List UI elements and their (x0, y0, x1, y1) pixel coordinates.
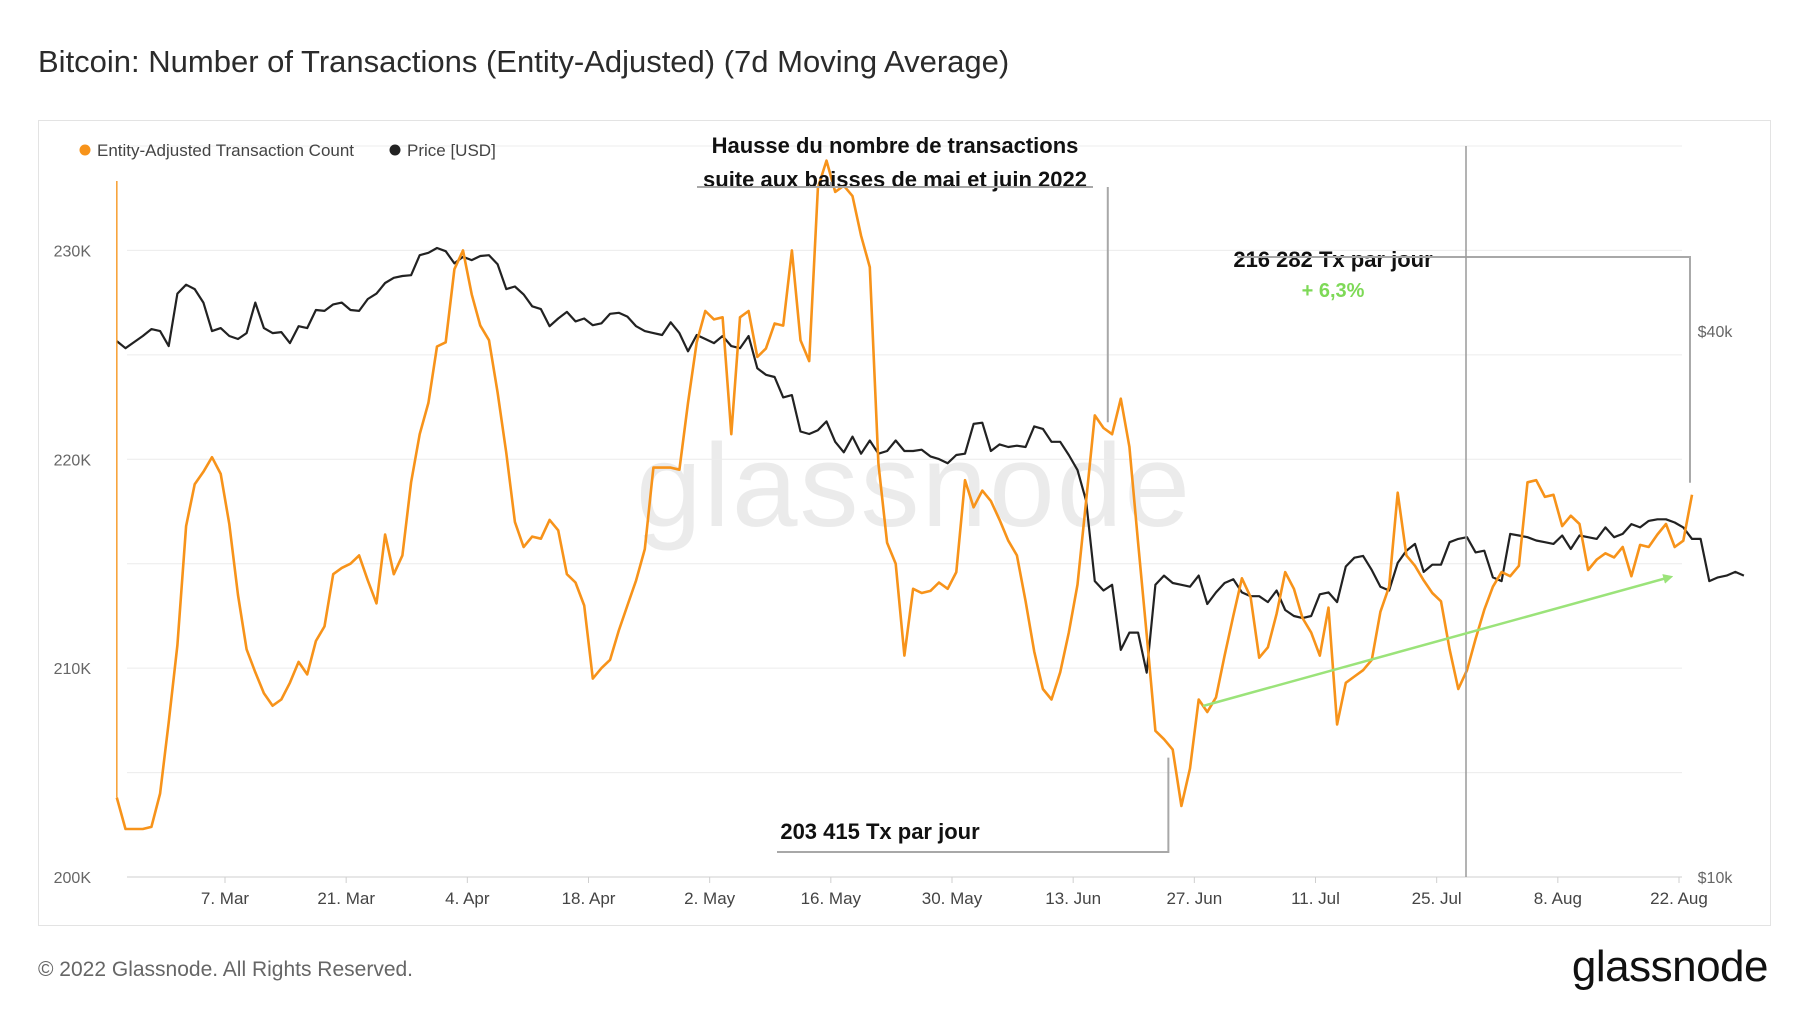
chart-panel: glassnode 200K 210K 220K 230K $10k $40k 7. Mar… (38, 120, 1771, 926)
chart-svg: glassnode 200K 210K 220K 230K $10k $40k 7. Mar… (54, 133, 1745, 908)
y-left-tick-label: 200K (54, 870, 92, 887)
price-series-line (116, 246, 1745, 674)
watermark-text: glassnode (636, 420, 1192, 552)
annotation-peak-text: suite aux baisses de mai et juin 2022 (703, 167, 1087, 192)
glassnode-logo[interactable]: glassnode (1571, 942, 1769, 991)
x-tick-label: 27. Jun (1166, 889, 1222, 908)
y-left-tick-label: 220K (54, 452, 92, 469)
legend-marker (79, 144, 91, 156)
annotation-low-leader (777, 757, 1170, 853)
trend-arrow (1202, 574, 1674, 708)
y-right-tick-label: $40k (1698, 324, 1734, 341)
x-tick-label: 21. Mar (317, 889, 375, 908)
x-tick-label: 7. Mar (201, 889, 250, 908)
y-left-tick-label: 210K (54, 661, 92, 678)
x-tick-label: 25. Jul (1412, 889, 1462, 908)
annotation-low-text: 203 415 Tx par jour (780, 819, 980, 844)
x-tick-label: 8. Aug (1534, 889, 1582, 908)
x-tick-label: 16. May (801, 889, 862, 908)
legend-label: Price [USD] (407, 141, 496, 160)
y-right-tick-label: $10k (1698, 870, 1734, 887)
chart-title: Bitcoin: Number of Transactions (Entity-… (38, 44, 1010, 79)
x-tick-label: 13. Jun (1045, 889, 1101, 908)
x-tick-label: 30. May (922, 889, 983, 908)
annotation-peak-text: Hausse du nombre de transactions (712, 133, 1079, 158)
x-tick-label: 2. May (684, 889, 736, 908)
tx-count-series-line (115, 159, 1694, 831)
x-tick-label: 11. Jul (1291, 889, 1340, 908)
annotation-latest-text: 216 282 Tx par jour (1233, 247, 1433, 272)
y-left-tick-label: 230K (54, 243, 92, 260)
annotation-latest-pct: + 6,3% (1302, 280, 1365, 302)
x-tick-label: 18. Apr (562, 889, 616, 908)
annotation-latest-leader (1237, 256, 1691, 483)
x-tick-label: 4. Apr (445, 889, 490, 908)
legend-label: Entity-Adjusted Transaction Count (97, 141, 354, 160)
legend-marker (389, 144, 401, 156)
copyright-footer: © 2022 Glassnode. All Rights Reserved. (38, 958, 414, 981)
x-tick-label: 22. Aug (1650, 889, 1708, 908)
